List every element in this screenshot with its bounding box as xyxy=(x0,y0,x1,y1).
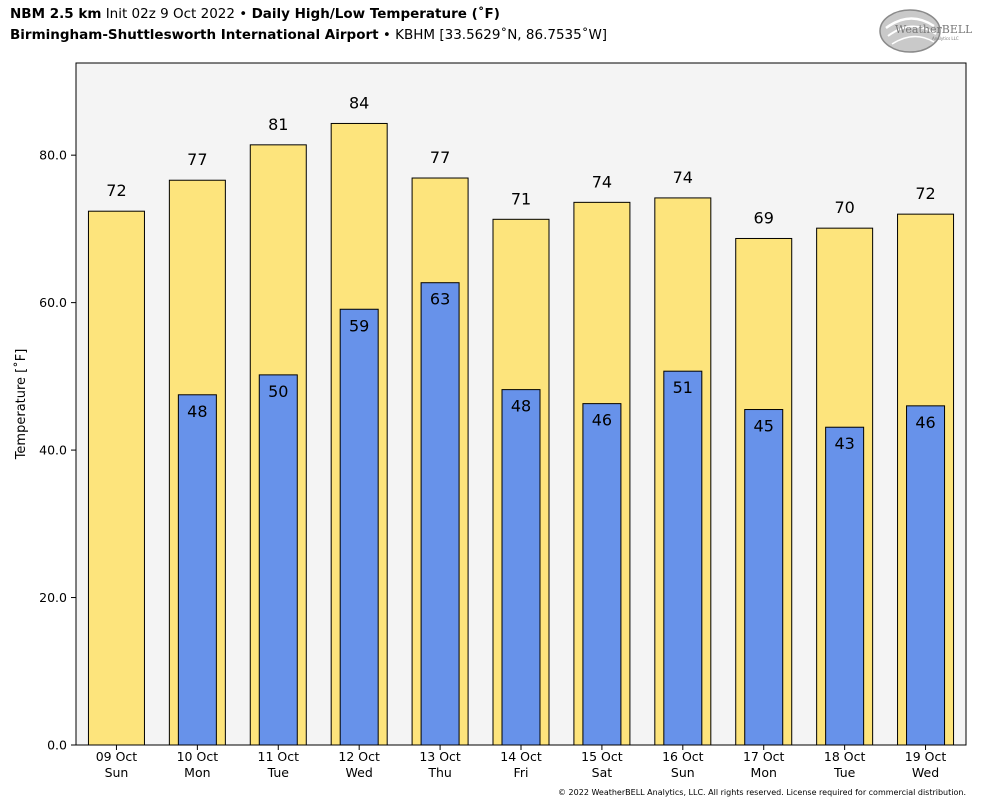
location-name: Birmingham-Shuttlesworth International A… xyxy=(10,27,379,43)
x-tick-label-date: 16 Oct xyxy=(662,749,704,764)
x-tick-label-day: Fri xyxy=(514,765,529,780)
y-tick-label: 20.0 xyxy=(39,590,67,605)
low-temp-bar xyxy=(420,282,460,746)
y-axis: 0.0 20.0 40.0 60.0 80.0 xyxy=(39,148,76,753)
low-temp-label: 48 xyxy=(511,397,531,416)
chart-header-line-2: Birmingham-Shuttlesworth International A… xyxy=(10,27,607,43)
low-temp-bar xyxy=(339,308,379,746)
x-tick-label-date: 14 Oct xyxy=(500,749,542,764)
low-temp-bar xyxy=(501,389,541,746)
high-temp-label: 77 xyxy=(187,150,207,169)
low-temp-label: 46 xyxy=(915,413,935,432)
station-info: KBHM [33.5629˚N, 86.7535˚W] xyxy=(395,27,608,43)
x-tick-label-date: 17 Oct xyxy=(743,749,785,764)
chart-header-line-1: NBM 2.5 km Init 02z 9 Oct 2022 • Daily H… xyxy=(10,6,500,22)
high-temp-label: 72 xyxy=(106,181,126,200)
weatherbell-logo: WeatherBELL Analytics LLC xyxy=(879,9,972,53)
x-tick-label-day: Mon xyxy=(751,765,777,780)
x-tick-label-day: Tue xyxy=(833,765,856,780)
x-tick-label-date: 15 Oct xyxy=(581,749,623,764)
low-temp-label: 51 xyxy=(673,378,693,397)
high-temp-label: 84 xyxy=(349,93,369,112)
chart-title: Daily High/Low Temperature (˚F) xyxy=(251,6,500,22)
low-temp-label: 46 xyxy=(592,411,612,430)
low-temp-bar xyxy=(582,403,622,746)
x-tick-label-day: Sat xyxy=(592,765,613,780)
x-tick-label-day: Wed xyxy=(346,765,373,780)
low-temp-label: 50 xyxy=(268,382,288,401)
low-temp-label: 43 xyxy=(834,434,854,453)
low-temp-label: 59 xyxy=(349,316,369,335)
y-tick-label: 0.0 xyxy=(47,738,67,753)
bullet: • xyxy=(239,6,248,22)
x-tick-label-day: Mon xyxy=(184,765,210,780)
x-tick-label-date: 13 Oct xyxy=(419,749,461,764)
y-axis-label: Temperature [˚F] xyxy=(13,349,29,461)
low-temp-bar xyxy=(663,370,703,746)
x-tick-label-day: Sun xyxy=(671,765,695,780)
x-tick-label-date: 10 Oct xyxy=(177,749,219,764)
low-temp-label: 48 xyxy=(187,402,207,421)
low-temp-bar xyxy=(825,426,865,746)
high-temp-label: 72 xyxy=(915,184,935,203)
bullet: • xyxy=(382,27,391,43)
low-temp-label: 63 xyxy=(430,290,450,309)
high-temp-label: 81 xyxy=(268,115,288,134)
low-temp-bar xyxy=(177,394,217,746)
copyright-footer: © 2022 WeatherBELL Analytics, LLC. All r… xyxy=(558,788,966,797)
x-tick-label-date: 18 Oct xyxy=(824,749,866,764)
x-tick-label-date: 12 Oct xyxy=(338,749,380,764)
x-tick-label-day: Wed xyxy=(912,765,939,780)
high-temp-label: 74 xyxy=(592,172,612,191)
x-tick-label-day: Sun xyxy=(105,765,129,780)
y-tick-label: 80.0 xyxy=(39,148,67,163)
low-temp-bar xyxy=(906,405,946,746)
high-temp-bar xyxy=(87,210,145,746)
init-time: Init 02z 9 Oct 2022 xyxy=(105,6,235,22)
x-tick-label-day: Tue xyxy=(267,765,290,780)
y-tick-label: 60.0 xyxy=(39,295,67,310)
x-tick-label-date: 19 Oct xyxy=(905,749,947,764)
low-temp-label: 45 xyxy=(754,417,774,436)
high-temp-label: 70 xyxy=(834,198,854,217)
high-temp-label: 69 xyxy=(754,208,774,227)
logo-subtext: Analytics LLC xyxy=(932,36,959,41)
x-tick-label-day: Thu xyxy=(427,765,451,780)
low-temp-bar xyxy=(258,374,298,746)
high-temp-label: 71 xyxy=(511,189,531,208)
low-temp-bar xyxy=(744,409,784,746)
x-tick-label-date: 11 Oct xyxy=(258,749,300,764)
y-tick-label: 40.0 xyxy=(39,443,67,458)
x-tick-label-date: 09 Oct xyxy=(96,749,138,764)
low-series: 48 50 59 63 48 46 51 45 43 46 xyxy=(177,282,946,746)
model-name: NBM 2.5 km xyxy=(10,6,102,22)
logo-text: WeatherBELL xyxy=(895,23,972,36)
high-temp-label: 77 xyxy=(430,148,450,167)
high-temp-label: 74 xyxy=(673,168,693,187)
